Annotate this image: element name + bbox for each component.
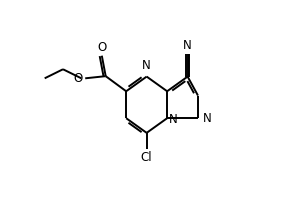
Text: O: O — [73, 72, 83, 85]
Text: N: N — [203, 112, 212, 125]
Text: Cl: Cl — [141, 151, 153, 164]
Text: O: O — [97, 41, 106, 54]
Text: N: N — [142, 59, 151, 72]
Text: N: N — [169, 113, 178, 127]
Text: N: N — [183, 39, 192, 52]
